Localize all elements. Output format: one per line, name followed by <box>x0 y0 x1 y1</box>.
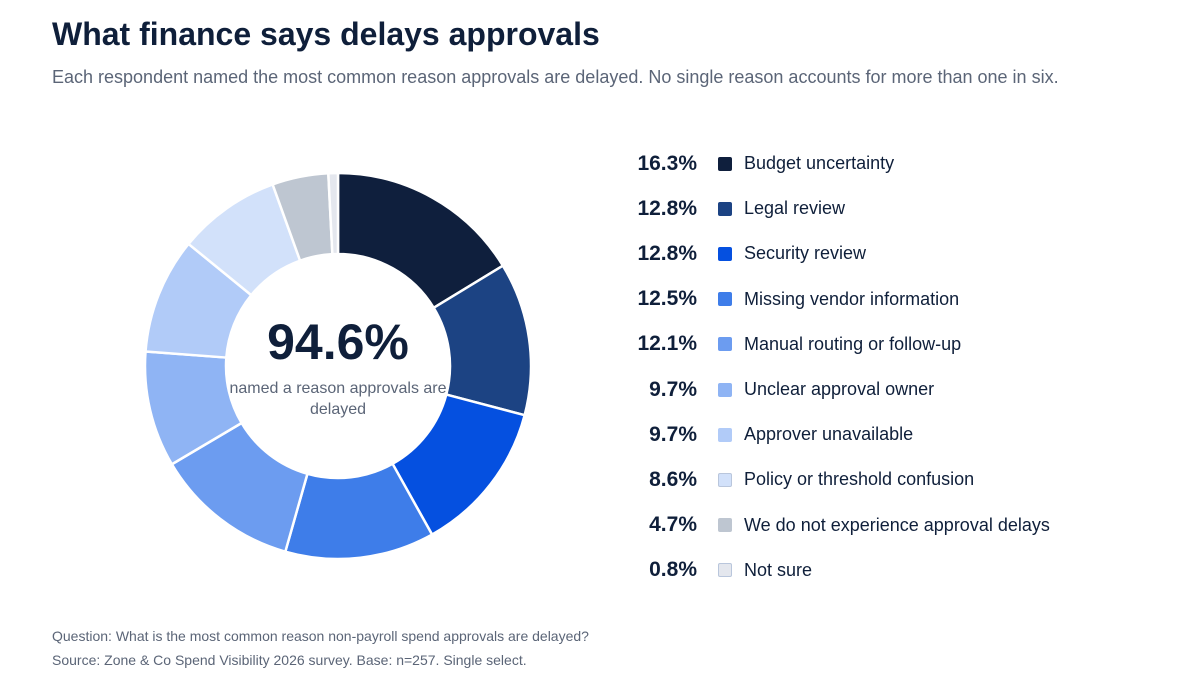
chart-title: What finance says delays approvals <box>52 16 600 52</box>
legend-swatch <box>718 427 732 442</box>
legend-label: We do not experience approval delays <box>744 514 1050 535</box>
legend-item: 12.8% Security review <box>600 231 1160 276</box>
legend-swatch <box>718 518 732 533</box>
legend-value: 12.5% <box>637 287 697 311</box>
legend-item: 16.3% Budget uncertainty <box>600 141 1160 186</box>
question-note: Question: What is the most common reason… <box>52 628 589 644</box>
legend-swatch <box>718 472 732 487</box>
legend-swatch <box>718 156 732 171</box>
legend-item: 9.7% Approver unavailable <box>600 412 1160 457</box>
legend-item: 4.7% We do not experience approval delays <box>600 503 1160 548</box>
legend-label: Legal review <box>744 198 846 219</box>
chart-legend: 16.3% Budget uncertainty 12.8% Legal review… <box>600 141 1160 593</box>
legend-value: 12.8% <box>637 196 697 220</box>
center-caption: named a reason approvals are delayed <box>229 380 447 418</box>
donut-slice-10 <box>327 171 340 256</box>
legend-value: 4.7% <box>649 513 697 537</box>
legend-label: Unclear approval owner <box>744 379 935 400</box>
legend-label: Not sure <box>744 559 813 580</box>
donut-svg <box>143 171 533 561</box>
source-note: Source: Zone & Co Spend Visibility 2026 … <box>52 652 527 668</box>
legend-item: 8.6% Policy or threshold confusion <box>600 457 1160 502</box>
legend-value: 0.8% <box>649 558 697 582</box>
legend-label: Manual routing or follow-up <box>744 333 962 354</box>
legend-value: 12.8% <box>637 241 697 265</box>
legend-swatch <box>718 337 732 352</box>
legend-value: 12.1% <box>637 332 697 356</box>
legend-label: Approver unavailable <box>744 424 914 445</box>
legend-item: 12.8% Legal review <box>600 186 1160 231</box>
legend-label: Policy or threshold confusion <box>744 469 975 490</box>
legend-swatch <box>718 246 732 261</box>
legend-value: 8.6% <box>649 467 697 491</box>
donut-chart: 94.6% named a reason approvals are delay… <box>130 158 546 574</box>
legend-value: 16.3% <box>637 151 697 175</box>
legend-item: 9.7% Unclear approval owner <box>600 367 1160 412</box>
legend-label: Missing vendor information <box>744 288 960 309</box>
legend-item: 12.5% Missing vendor information <box>600 277 1160 322</box>
legend-item: 0.8% Not sure <box>600 548 1160 593</box>
legend-swatch <box>718 292 732 307</box>
legend-label: Budget uncertainty <box>744 153 895 174</box>
chart-subtitle: Each respondent named the most common re… <box>52 67 1059 87</box>
legend-swatch <box>718 382 732 397</box>
center-value: 94.6% <box>267 314 409 370</box>
legend-swatch <box>718 563 732 578</box>
legend-swatch <box>718 201 732 216</box>
legend-value: 9.7% <box>649 377 697 401</box>
legend-label: Security review <box>744 243 867 264</box>
legend-item: 12.1% Manual routing or follow-up <box>600 322 1160 367</box>
legend-value: 9.7% <box>649 422 697 446</box>
